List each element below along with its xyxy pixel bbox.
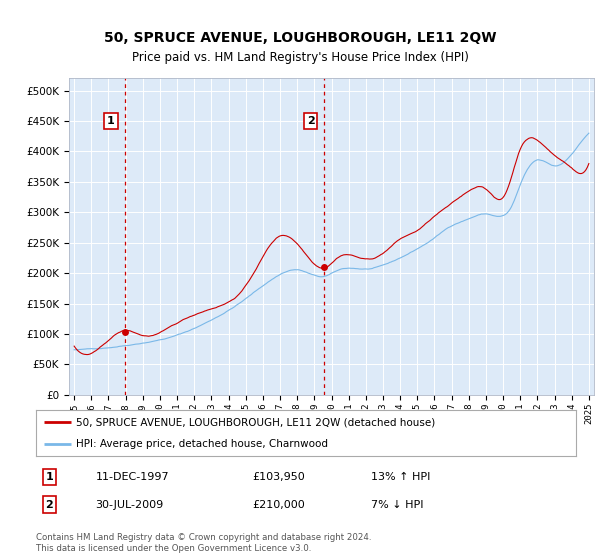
Text: HPI: Average price, detached house, Charnwood: HPI: Average price, detached house, Char… xyxy=(77,439,329,449)
Text: 50, SPRUCE AVENUE, LOUGHBOROUGH, LE11 2QW (detached house): 50, SPRUCE AVENUE, LOUGHBOROUGH, LE11 2Q… xyxy=(77,417,436,427)
Text: Price paid vs. HM Land Registry's House Price Index (HPI): Price paid vs. HM Land Registry's House … xyxy=(131,50,469,64)
Text: 2: 2 xyxy=(307,116,314,126)
Text: 13% ↑ HPI: 13% ↑ HPI xyxy=(371,472,430,482)
Text: 1: 1 xyxy=(46,472,53,482)
Text: 50, SPRUCE AVENUE, LOUGHBOROUGH, LE11 2QW: 50, SPRUCE AVENUE, LOUGHBOROUGH, LE11 2Q… xyxy=(104,30,496,45)
Text: £103,950: £103,950 xyxy=(252,472,305,482)
Text: 7% ↓ HPI: 7% ↓ HPI xyxy=(371,500,424,510)
Text: 30-JUL-2009: 30-JUL-2009 xyxy=(95,500,164,510)
Text: 1: 1 xyxy=(107,116,115,126)
Text: Contains HM Land Registry data © Crown copyright and database right 2024.
This d: Contains HM Land Registry data © Crown c… xyxy=(36,533,371,553)
Text: 2: 2 xyxy=(46,500,53,510)
Text: £210,000: £210,000 xyxy=(252,500,305,510)
Text: 11-DEC-1997: 11-DEC-1997 xyxy=(95,472,169,482)
